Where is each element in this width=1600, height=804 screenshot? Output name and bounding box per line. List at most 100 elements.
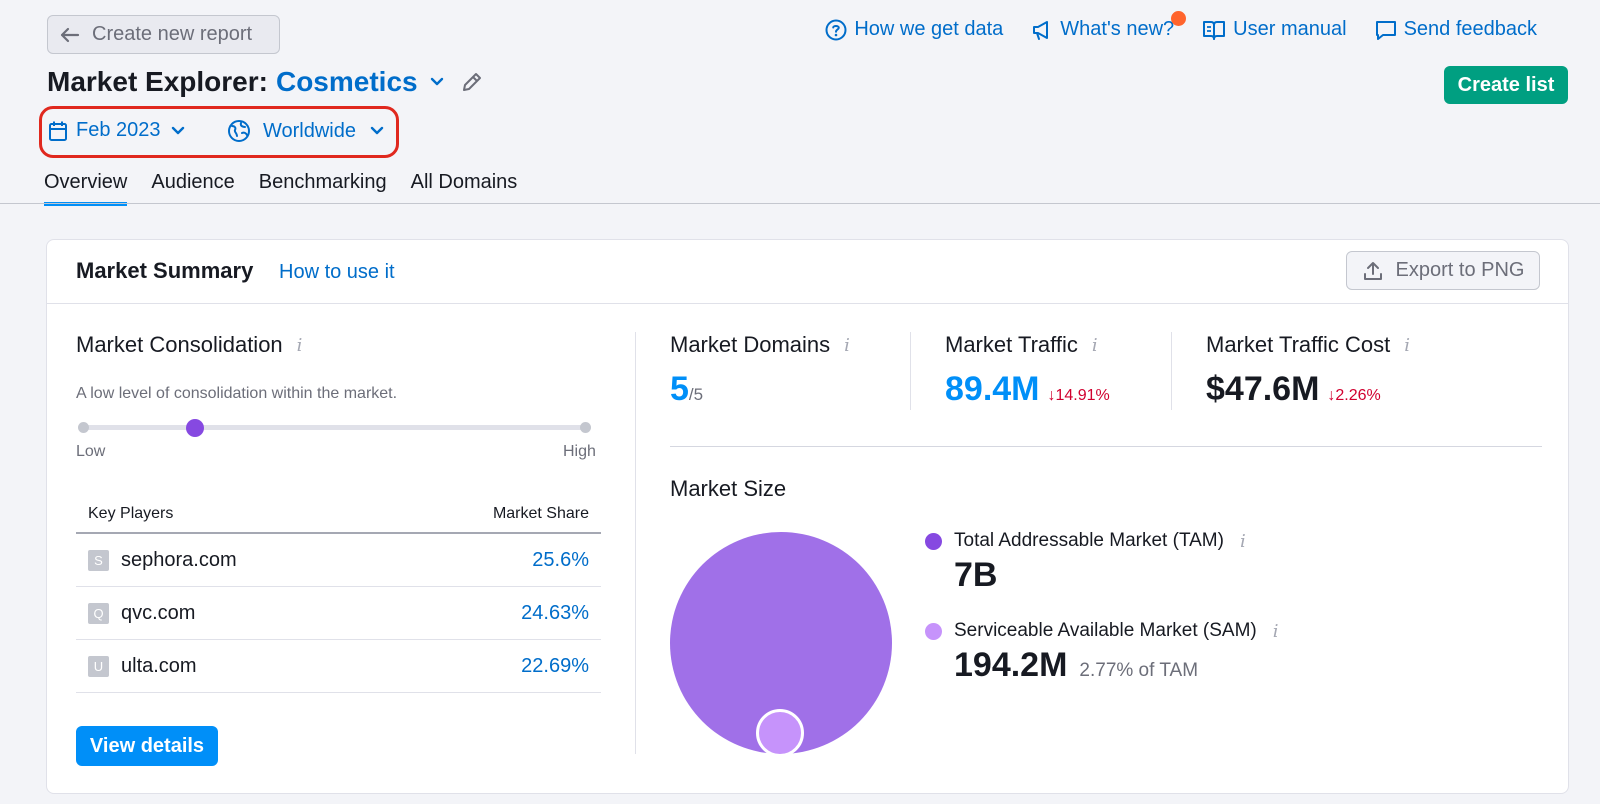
table-row: S sephora.com 25.6%: [76, 534, 601, 587]
tab-bar: Overview Audience Benchmarking All Domai…: [44, 171, 517, 206]
how-to-use-link[interactable]: How to use it: [279, 261, 395, 283]
consolidation-level-knob: [186, 419, 204, 437]
market-domains-value[interactable]: 5: [670, 370, 689, 408]
metric-divider: [1171, 332, 1172, 410]
whats-new-label: What's new?: [1060, 18, 1175, 40]
tabs-divider: [0, 203, 1600, 204]
market-share-value: 25.6%: [532, 548, 589, 571]
domain-name[interactable]: sephora.com: [121, 548, 237, 571]
sam-value: 194.2M: [954, 646, 1068, 684]
market-traffic-value: 89.4M: [945, 370, 1040, 408]
tam-label: Total Addressable Market (TAM): [954, 530, 1224, 551]
slider-max-dot: [580, 422, 591, 433]
market-traffic-cost-label: Market Traffic Cost: [1206, 332, 1391, 357]
card-title: Market Summary: [76, 258, 254, 283]
sam-share-of-tam: 2.77% of TAM: [1079, 660, 1199, 681]
metrics-divider: [670, 446, 1542, 447]
market-traffic-label: Market Traffic: [945, 332, 1078, 357]
info-icon[interactable]: i: [1091, 334, 1098, 356]
export-png-button[interactable]: Export to PNG: [1346, 251, 1540, 290]
consolidation-slider-track: [81, 425, 591, 430]
arrow-left-icon: [60, 27, 80, 42]
whats-new-link[interactable]: What's new?: [1031, 11, 1187, 41]
tam-legend: Total Addressable Market (TAM) i 7B: [925, 530, 1246, 595]
domain-name[interactable]: ulta.com: [121, 654, 197, 677]
book-icon: [1203, 20, 1226, 40]
how-we-get-data-link[interactable]: How we get data: [825, 18, 1003, 41]
market-domains-metric: Market Domains i 5 /5: [670, 332, 850, 409]
favicon: S: [88, 549, 109, 571]
question-circle-icon: [825, 19, 847, 40]
col-key-players: Key Players: [88, 504, 174, 522]
table-header: Key Players Market Share: [76, 495, 601, 534]
create-list-button[interactable]: Create list: [1444, 66, 1568, 104]
user-manual-link[interactable]: User manual: [1202, 18, 1347, 41]
market-traffic-delta: ↓14.91%: [1047, 387, 1110, 404]
sam-legend: Serviceable Available Market (SAM) i 194…: [925, 620, 1279, 685]
date-filter[interactable]: Feb 2023: [48, 119, 187, 142]
tab-audience[interactable]: Audience: [151, 171, 235, 193]
info-icon[interactable]: i: [844, 334, 850, 356]
chevron-down-icon[interactable]: [428, 76, 446, 88]
back-button-label: Create new report: [92, 23, 253, 45]
tam-value: 7B: [954, 556, 998, 594]
market-domains-total: /5: [688, 385, 704, 404]
megaphone-icon: [1033, 20, 1049, 40]
market-traffic-cost-metric: Market Traffic Cost i $47.6M ↓2.26%: [1206, 332, 1410, 409]
info-icon[interactable]: i: [296, 334, 303, 356]
date-filter-label: Feb 2023: [76, 119, 161, 141]
consolidation-title: Market Consolidation i: [76, 332, 302, 358]
metric-divider: [910, 332, 911, 410]
market-domains-label: Market Domains: [670, 332, 831, 357]
region-filter-label: Worldwide: [263, 119, 356, 142]
info-icon[interactable]: i: [1404, 334, 1410, 356]
chevron-down-icon: [171, 126, 184, 134]
table-row: U ulta.com 22.69%: [76, 640, 601, 693]
send-feedback-label: Send feedback: [1403, 18, 1537, 40]
tab-overview[interactable]: Overview: [44, 171, 128, 206]
domain-name[interactable]: qvc.com: [121, 601, 196, 624]
notification-dot: [1171, 11, 1187, 26]
upload-icon: [1363, 261, 1382, 280]
market-traffic-metric: Market Traffic i 89.4M ↓14.91%: [945, 332, 1110, 409]
export-label: Export to PNG: [1395, 259, 1525, 281]
top-links: How we get data What's new? User manual …: [825, 11, 1537, 41]
column-divider: [635, 332, 636, 754]
title-prefix: Market Explorer:: [47, 66, 268, 97]
sam-legend-dot: [925, 622, 942, 640]
market-size-title: Market Size: [670, 476, 787, 501]
sam-circle: [756, 709, 804, 757]
tab-benchmarking[interactable]: Benchmarking: [258, 171, 387, 193]
favicon: Q: [88, 602, 109, 624]
favicon: U: [88, 655, 109, 677]
filters-highlight: [39, 106, 399, 158]
chevron-down-icon: [370, 126, 384, 135]
key-players-table: Key Players Market Share S sephora.com 2…: [76, 495, 601, 693]
tam-legend-dot: [925, 532, 942, 550]
create-new-report-button[interactable]: Create new report: [47, 15, 280, 54]
market-summary-card: Market Summary How to use it Export to P…: [46, 239, 1569, 794]
pencil-icon[interactable]: [460, 70, 484, 94]
table-row: Q qvc.com 24.63%: [76, 587, 601, 640]
info-icon[interactable]: i: [1272, 620, 1279, 642]
slider-low-label: Low: [76, 443, 106, 460]
info-icon[interactable]: i: [1239, 530, 1246, 552]
view-details-button[interactable]: View details: [76, 726, 218, 766]
globe-icon: [228, 120, 250, 142]
slider-min-dot: [78, 422, 89, 433]
market-share-value: 22.69%: [521, 654, 589, 677]
market-share-value: 24.63%: [521, 601, 589, 624]
market-traffic-cost-delta: ↓2.26%: [1327, 387, 1381, 404]
col-market-share: Market Share: [492, 504, 589, 522]
tab-all-domains[interactable]: All Domains: [410, 171, 518, 193]
calendar-icon: [49, 121, 67, 141]
send-feedback-link[interactable]: Send feedback: [1375, 18, 1537, 41]
region-filter[interactable]: Worldwide: [227, 119, 386, 143]
consolidation-title-text: Market Consolidation: [76, 332, 283, 357]
page-title: Market Explorer: Cosmetics: [47, 66, 484, 98]
market-name[interactable]: Cosmetics: [275, 66, 418, 97]
market-traffic-cost-value: $47.6M: [1206, 370, 1320, 408]
slider-high-label: High: [563, 443, 596, 460]
sam-label: Serviceable Available Market (SAM): [954, 620, 1257, 641]
how-we-get-data-label: How we get data: [854, 18, 1004, 40]
